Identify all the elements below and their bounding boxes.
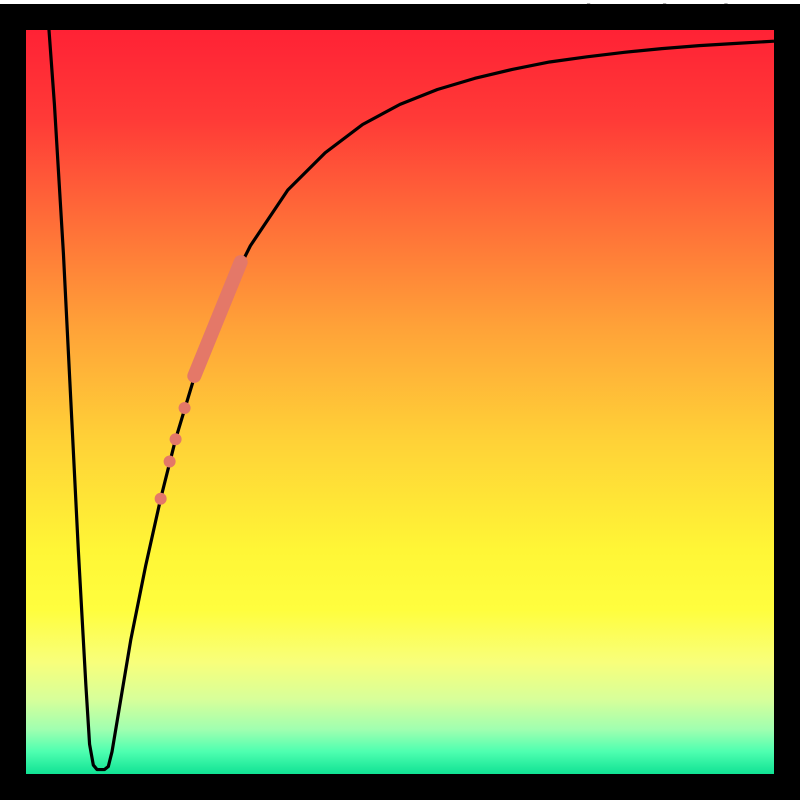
highlight-dot bbox=[179, 402, 191, 414]
highlight-dot bbox=[164, 456, 176, 468]
bottleneck-chart-svg bbox=[0, 0, 800, 800]
bottleneck-chart-container: TheBottleneck.com bbox=[0, 0, 800, 800]
highlight-dot bbox=[155, 493, 167, 505]
chart-background bbox=[26, 30, 774, 774]
highlight-dot bbox=[170, 433, 182, 445]
